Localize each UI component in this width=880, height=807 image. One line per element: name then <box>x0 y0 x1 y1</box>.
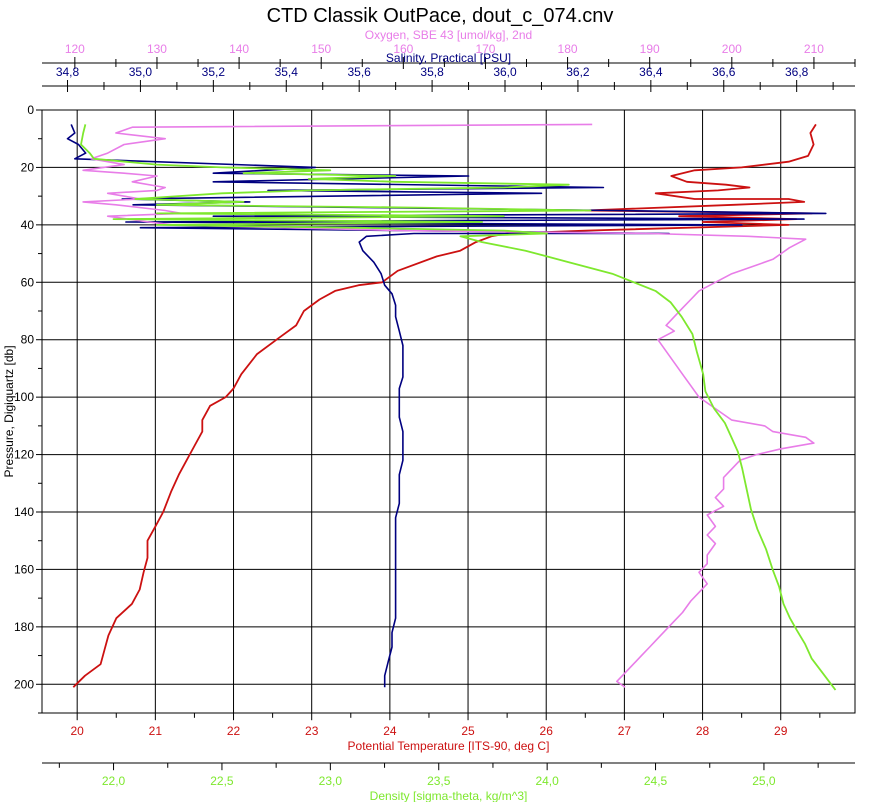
x-tick-label-density: 22,5 <box>210 774 234 788</box>
x-tick-label-oxygen: 120 <box>65 42 85 56</box>
series-line-temperature <box>72 123 817 688</box>
x-tick-label-oxygen: 160 <box>393 42 413 56</box>
y-axis-title: Pressure, Digiquartz [db] <box>2 345 16 477</box>
x-tick-label-temperature: 23 <box>305 724 319 738</box>
x-tick-label-temperature: 25 <box>461 724 475 738</box>
x-tick-label-salinity: 36,6 <box>712 65 736 79</box>
x-tick-label-oxygen: 190 <box>640 42 660 56</box>
x-tick-label-density: 24,5 <box>644 774 668 788</box>
y-tick-label: 40 <box>21 218 35 232</box>
plot-frame <box>41 109 856 714</box>
x-tick-label-salinity: 36,4 <box>639 65 663 79</box>
x-tick-label-temperature: 20 <box>70 724 84 738</box>
y-tick-label: 0 <box>27 103 34 117</box>
x-tick-label-salinity: 35,0 <box>129 65 153 79</box>
x-tick-label-temperature: 26 <box>540 724 554 738</box>
x-tick-label-oxygen: 170 <box>475 42 495 56</box>
plot-area-border <box>41 109 856 714</box>
x-axis-title-density: Density [sigma-theta, kg/m^3] <box>370 789 528 802</box>
x-tick-label-oxygen: 140 <box>229 42 249 56</box>
y-tick-label: 100 <box>14 390 34 404</box>
x-axis-temperature: 20 21 22 23 24 25 26 27 28 29 Potential Temperatur… <box>70 713 821 753</box>
x-tick-label-temperature: 24 <box>383 724 397 738</box>
series-line-density <box>80 124 837 691</box>
y-tick-label: 200 <box>14 677 34 691</box>
x-tick-label-salinity: 35,4 <box>275 65 299 79</box>
x-tick-label-density: 25,0 <box>752 774 776 788</box>
y-tick-label: 60 <box>21 275 35 289</box>
y-tick-label: 180 <box>14 620 34 634</box>
x-tick-label-salinity: 35,6 <box>347 65 371 79</box>
y-tick-label: 80 <box>21 333 35 347</box>
series-line-oxygen <box>82 123 815 688</box>
x-axis-density: 22,0 22,5 23,0 23,5 24,0 24,5 25,0 Density [sig… <box>42 762 855 803</box>
x-tick-label-temperature: 28 <box>696 724 710 738</box>
x-axis-salinity: 34,8 35,0 35,2 35,4 35,6 35,8 36,0 36,2 36,4 36,6… <box>42 51 855 92</box>
x-tick-label-density: 22,0 <box>102 774 126 788</box>
x-tick-label-density: 23,0 <box>319 774 343 788</box>
x-tick-label-oxygen: 180 <box>558 42 578 56</box>
y-tick-label: 120 <box>14 448 34 462</box>
x-tick-label-temperature: 29 <box>774 724 788 738</box>
x-tick-label-density: 24,0 <box>535 774 559 788</box>
x-tick-label-temperature: 21 <box>149 724 163 738</box>
x-tick-label-oxygen: 210 <box>804 42 824 56</box>
x-tick-label-salinity: 35,8 <box>420 65 444 79</box>
chart-title: CTD Classik OutPace, dout_c_074.cnv <box>267 5 614 27</box>
x-tick-label-oxygen: 200 <box>722 42 742 56</box>
x-tick-label-temperature: 27 <box>618 724 632 738</box>
x-axis-title-temperature: Potential Temperature [ITS-90, deg C] <box>348 739 550 753</box>
y-axis-pressure: 0 20 40 60 80 100 120 140 160 180 200 Pressure, Dig… <box>2 103 42 714</box>
x-tick-label-salinity: 34,8 <box>56 65 80 79</box>
series-group <box>66 123 837 691</box>
x-tick-label-salinity: 36,2 <box>566 65 590 79</box>
x-tick-label-salinity: 36,8 <box>785 65 809 79</box>
x-tick-label-oxygen: 130 <box>147 42 167 56</box>
x-axis-title-salinity: Salinity, Practical [PSU] <box>386 51 511 65</box>
x-tick-label-salinity: 35,2 <box>202 65 226 79</box>
x-axis-title-oxygen: Oxygen, SBE 43 [umol/kg], 2nd <box>365 28 532 42</box>
y-tick-label: 20 <box>21 160 35 174</box>
y-tick-label: 140 <box>14 505 34 519</box>
y-tick-label: 160 <box>14 562 34 576</box>
x-tick-label-temperature: 22 <box>227 724 241 738</box>
x-tick-label-density: 23,5 <box>427 774 451 788</box>
x-tick-label-salinity: 36,0 <box>493 65 517 79</box>
x-axis-oxygen: 120 130 140 150 160 170 180 190 200 210 Oxygen, SB… <box>42 28 856 69</box>
x-tick-label-oxygen: 150 <box>311 42 331 56</box>
